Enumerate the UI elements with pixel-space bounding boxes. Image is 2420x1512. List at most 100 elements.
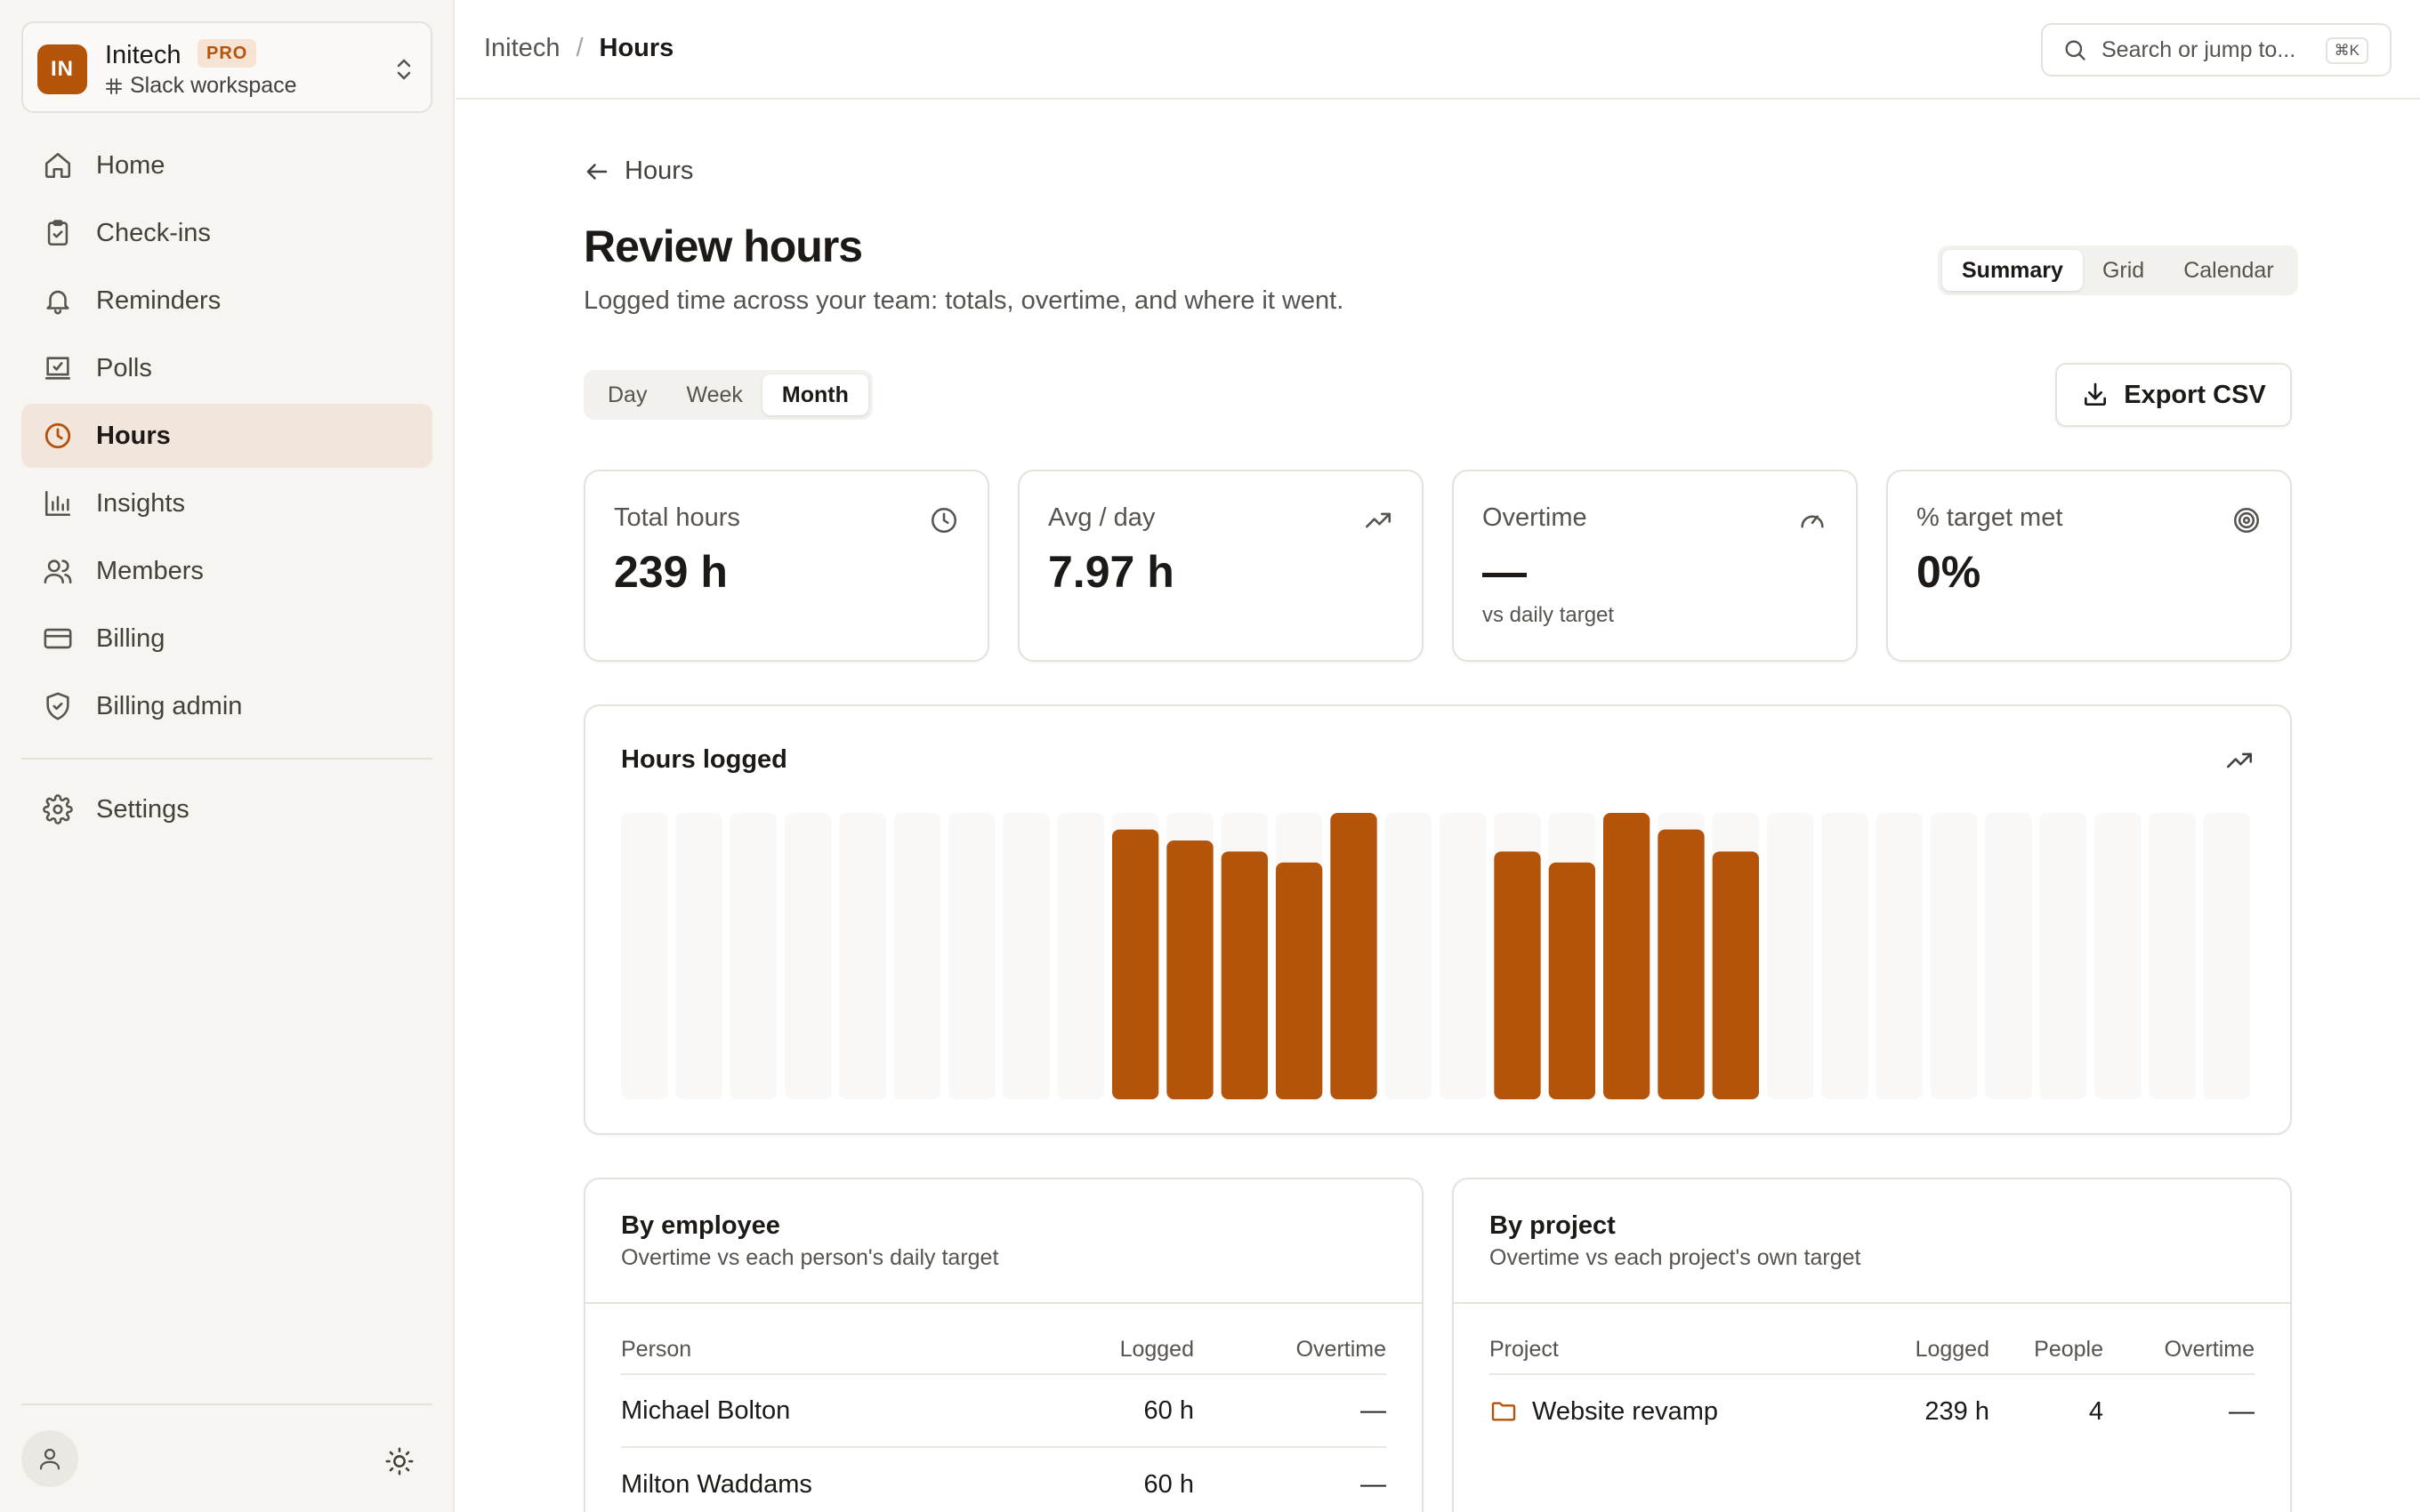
stat-value: — bbox=[1482, 547, 1527, 597]
sidebar-item-label: Billing admin bbox=[96, 691, 243, 720]
search-input[interactable]: Search or jump to... ⌘K bbox=[2041, 23, 2392, 76]
bar-track bbox=[893, 813, 940, 1099]
breadcrumb-parent[interactable]: Initech bbox=[484, 34, 561, 62]
clock-icon bbox=[931, 507, 957, 534]
sidebar-item-settings[interactable]: Settings bbox=[21, 777, 432, 841]
bar-day-12[interactable] bbox=[1221, 851, 1268, 1099]
sidebar-item-reminders[interactable]: Reminders bbox=[21, 269, 432, 333]
sidebar-item-members[interactable]: Members bbox=[21, 539, 432, 603]
stat-value: 0% bbox=[1916, 547, 1981, 597]
table-row[interactable]: Website revamp 239 h 4 — bbox=[1489, 1375, 2255, 1448]
sidebar-item-home[interactable]: Home bbox=[21, 133, 432, 197]
bar-day-21[interactable] bbox=[1712, 851, 1759, 1099]
tab-week[interactable]: Week bbox=[686, 382, 743, 407]
sidebar-item-label: Settings bbox=[96, 794, 190, 824]
export-csv-label: Export CSV bbox=[2124, 380, 2266, 409]
column-header[interactable]: Project bbox=[1489, 1336, 1559, 1362]
table-row[interactable]: Milton Waddams 60 h — bbox=[621, 1448, 1386, 1512]
card-title: By employee bbox=[621, 1211, 780, 1240]
clipboard-check-icon bbox=[47, 220, 69, 246]
sidebar-item-label: Reminders bbox=[96, 286, 222, 315]
sidebar-item-insights[interactable]: Insights bbox=[21, 471, 432, 535]
tab-month[interactable]: Month bbox=[762, 374, 868, 415]
gauge-icon bbox=[1801, 515, 1824, 528]
table-header: Project Logged People Overtime bbox=[1489, 1325, 2255, 1375]
sidebar-item-hours[interactable]: Hours bbox=[21, 404, 432, 468]
breadcrumb-current: Hours bbox=[599, 34, 674, 62]
bar-track bbox=[1440, 813, 1487, 1099]
slack-icon bbox=[106, 77, 122, 94]
bar-day-20[interactable] bbox=[1658, 829, 1705, 1099]
stat-card-target-met: % target met 0% bbox=[1886, 470, 2292, 662]
column-header[interactable]: Person bbox=[621, 1336, 692, 1362]
bar-day-13[interactable] bbox=[1276, 862, 1323, 1099]
workspace-subtitle: Slack workspace bbox=[105, 73, 297, 99]
sidebar-item-check-ins[interactable]: Check-ins bbox=[21, 201, 432, 265]
project-name: Website revamp bbox=[1532, 1396, 1718, 1426]
workspace-name: Initech bbox=[105, 41, 182, 69]
table-row[interactable]: Michael Bolton 60 h — bbox=[621, 1375, 1386, 1448]
bar-track bbox=[730, 813, 777, 1099]
stat-label: Avg / day bbox=[1048, 503, 1156, 532]
theme-toggle-button[interactable] bbox=[381, 1443, 418, 1480]
plan-badge: PRO bbox=[198, 39, 257, 68]
sidebar-settings-group: Settings bbox=[21, 777, 432, 845]
sidebar-item-label: Home bbox=[96, 150, 165, 180]
export-csv-button[interactable]: Export CSV bbox=[2055, 363, 2292, 427]
card-subtitle: Overtime vs each project's own target bbox=[1489, 1245, 1861, 1270]
bar-chart-icon bbox=[44, 490, 71, 517]
workspace-subtitle-text: Slack workspace bbox=[130, 73, 297, 98]
stat-label: % target met bbox=[1916, 503, 2063, 532]
sidebar-item-label: Insights bbox=[96, 488, 185, 518]
sidebar-item-label: Members bbox=[96, 556, 204, 585]
workspace-logo: IN bbox=[37, 44, 87, 94]
bar-day-11[interactable] bbox=[1166, 840, 1214, 1099]
credit-card-icon bbox=[44, 628, 72, 649]
tab-day[interactable]: Day bbox=[608, 382, 648, 407]
bar-day-18[interactable] bbox=[1548, 862, 1595, 1099]
top-bar: Initech / Hours Search or jump to... ⌘K bbox=[456, 0, 2420, 100]
column-header[interactable]: Logged bbox=[1119, 1336, 1194, 1362]
tab-summary[interactable]: Summary bbox=[1942, 250, 2083, 291]
search-placeholder: Search or jump to... bbox=[2101, 36, 2296, 62]
sun-icon bbox=[385, 1447, 414, 1476]
view-switcher: Summary Grid Calendar bbox=[1938, 245, 2298, 295]
bar-day-17[interactable] bbox=[1494, 851, 1541, 1099]
bar-track bbox=[2094, 813, 2142, 1099]
bar-day-19[interactable] bbox=[1603, 813, 1650, 1099]
employee-name: Michael Bolton bbox=[621, 1395, 791, 1425]
bar-track bbox=[1003, 813, 1050, 1099]
employee-name: Milton Waddams bbox=[621, 1469, 812, 1499]
bar-track bbox=[1384, 813, 1432, 1099]
bar-track bbox=[1876, 813, 1923, 1099]
back-link[interactable]: Hours bbox=[584, 157, 693, 186]
column-header[interactable]: Overtime bbox=[2164, 1336, 2255, 1362]
bar-track bbox=[1985, 813, 2032, 1099]
user-avatar[interactable] bbox=[21, 1430, 78, 1487]
column-header[interactable]: Logged bbox=[1915, 1336, 1989, 1362]
tab-calendar[interactable]: Calendar bbox=[2183, 258, 2274, 283]
column-header[interactable]: Overtime bbox=[1295, 1336, 1386, 1362]
tab-grid[interactable]: Grid bbox=[2101, 258, 2145, 283]
logged-value: 60 h bbox=[1143, 1469, 1194, 1499]
bar-track bbox=[1821, 813, 1868, 1099]
stat-value: 7.97 h bbox=[1048, 547, 1174, 597]
column-header[interactable]: People bbox=[2034, 1336, 2103, 1362]
stat-card-overtime: Overtime — vs daily target bbox=[1452, 470, 1858, 662]
bar-day-10[interactable] bbox=[1112, 829, 1159, 1099]
overtime-value: — bbox=[1360, 1395, 1386, 1425]
users-icon bbox=[44, 559, 72, 584]
workspace-switcher[interactable]: IN Initech PRO Slack workspace bbox=[21, 21, 432, 113]
bar-day-14[interactable] bbox=[1330, 813, 1377, 1099]
target-icon bbox=[2233, 507, 2260, 534]
sidebar-item-polls[interactable]: Polls bbox=[21, 336, 432, 400]
card-divider bbox=[585, 1302, 1422, 1304]
search-icon bbox=[2065, 40, 2085, 60]
bar-track bbox=[675, 813, 722, 1099]
search-shortcut: ⌘K bbox=[2325, 37, 2368, 64]
download-icon bbox=[2085, 382, 2107, 406]
sidebar-item-billing[interactable]: Billing bbox=[21, 607, 432, 671]
sidebar-divider bbox=[21, 758, 432, 760]
bar-track bbox=[948, 813, 996, 1099]
sidebar-item-billing-admin[interactable]: Billing admin bbox=[21, 674, 432, 738]
